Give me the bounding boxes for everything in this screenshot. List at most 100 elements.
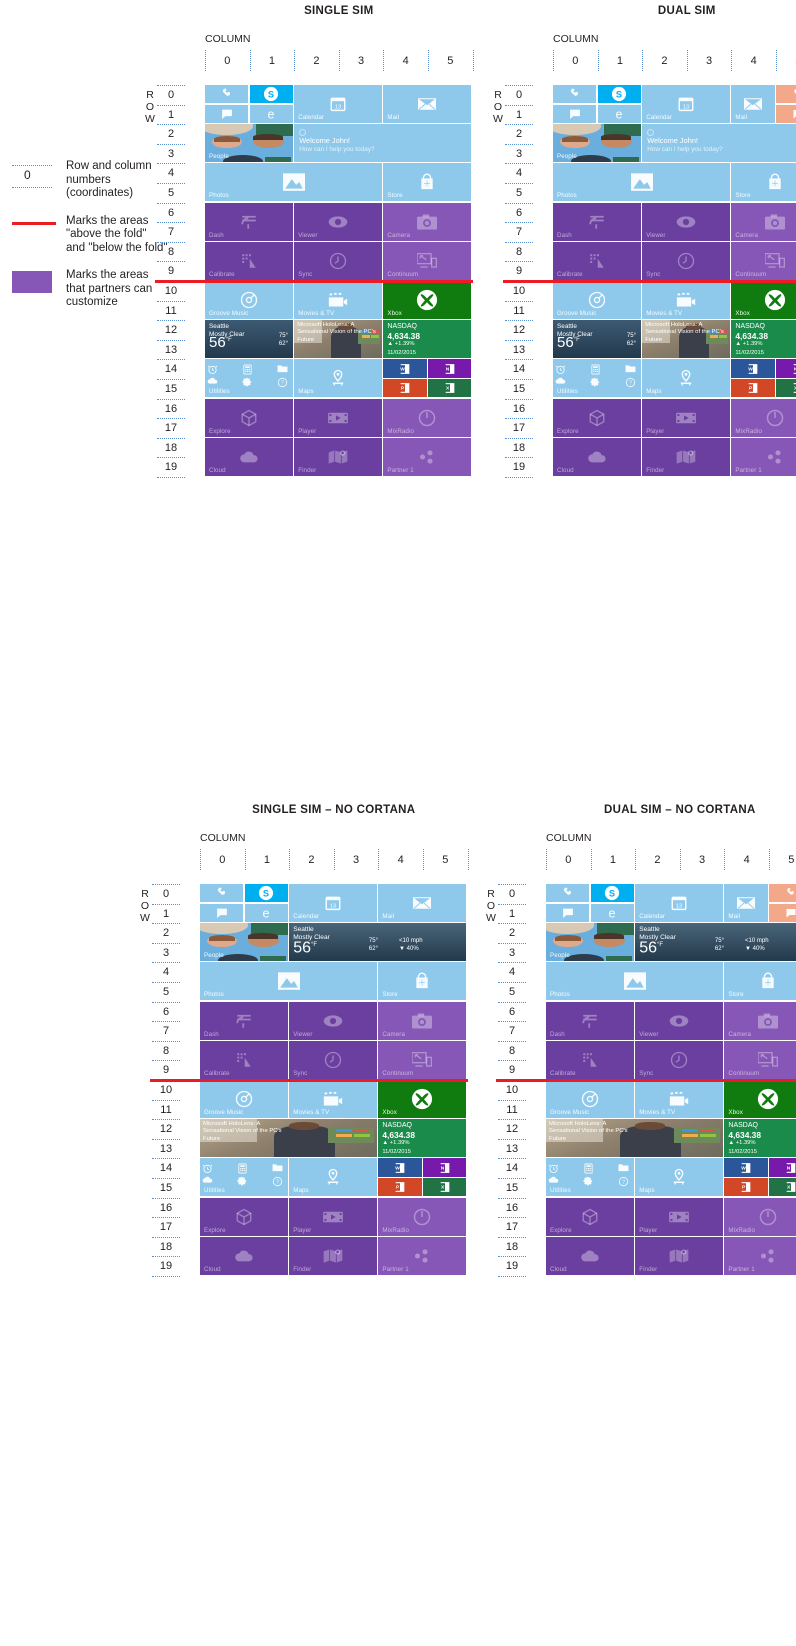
tile-explore[interactable]: Explore bbox=[553, 398, 641, 437]
tile-excel[interactable]: X bbox=[428, 379, 472, 398]
tile-people[interactable]: People bbox=[546, 923, 634, 962]
tile-phone[interactable] bbox=[200, 884, 244, 903]
tile-xbox[interactable]: Xbox bbox=[731, 281, 796, 319]
tile-groove[interactable]: Groove Music bbox=[553, 281, 641, 319]
tile-continuum[interactable]: Continuum bbox=[378, 1040, 467, 1079]
tile-partner[interactable]: Partner 1 bbox=[378, 1236, 467, 1275]
tile-sync[interactable]: Sync bbox=[294, 241, 383, 280]
tile-maps[interactable]: Maps bbox=[642, 359, 731, 398]
tile-maps[interactable]: Maps bbox=[289, 1158, 378, 1197]
tile-news[interactable]: Microsoft HoloLens: A Sensational Vision… bbox=[294, 320, 383, 359]
tile-cloud[interactable]: Cloud bbox=[205, 437, 293, 476]
tile-onenote[interactable]: N bbox=[423, 1158, 467, 1177]
tile-weather[interactable]: Seattle Mostly Clear 56°F 75° 62° bbox=[205, 320, 293, 359]
tile-groove[interactable]: Groove Music bbox=[200, 1080, 288, 1118]
tile-calendar[interactable]: 13 Calendar bbox=[289, 884, 378, 922]
tile-news[interactable]: Microsoft HoloLens: A Sensational Vision… bbox=[642, 320, 731, 359]
tile-mail[interactable]: Mail bbox=[383, 85, 472, 123]
tile-skype[interactable]: S bbox=[249, 85, 293, 104]
tile-messaging[interactable] bbox=[205, 104, 249, 123]
tile-viewer[interactable]: Viewer bbox=[294, 202, 383, 241]
tile-onenote[interactable]: N bbox=[776, 359, 796, 378]
tile-movies[interactable]: Movies & TV bbox=[642, 281, 731, 319]
tile-mixradio[interactable]: MixRadio bbox=[731, 398, 796, 437]
tile-cloud[interactable]: Cloud bbox=[553, 437, 641, 476]
tile-phone[interactable] bbox=[553, 85, 597, 104]
tile-xbox[interactable]: Xbox bbox=[724, 1080, 796, 1118]
tile-mixradio[interactable]: MixRadio bbox=[383, 398, 472, 437]
tile-money[interactable]: NASDAQ 4,634.38 ▲ +1.39% 11/02/2015 bbox=[383, 320, 472, 359]
tile-player[interactable]: Player bbox=[289, 1197, 378, 1236]
tile-money[interactable]: NASDAQ 4,634.38 ▲ +1.39% 11/02/2015 bbox=[724, 1119, 796, 1158]
tile-onenote[interactable]: N bbox=[428, 359, 472, 378]
tile-skype[interactable]: S bbox=[590, 884, 634, 903]
tile-messaging[interactable] bbox=[200, 903, 244, 922]
tile-excel[interactable]: X bbox=[769, 1178, 796, 1197]
tile-movies[interactable]: Movies & TV bbox=[635, 1080, 724, 1118]
tile-cloud[interactable]: Cloud bbox=[546, 1236, 634, 1275]
tile-movies[interactable]: Movies & TV bbox=[294, 281, 383, 319]
tile-news[interactable]: Microsoft HoloLens: A Sensational Vision… bbox=[546, 1119, 724, 1158]
tile-explore[interactable]: Explore bbox=[205, 398, 293, 437]
tile-ppt[interactable]: P bbox=[383, 379, 427, 398]
tile-money[interactable]: NASDAQ 4,634.38 ▲ +1.39% 11/02/2015 bbox=[731, 320, 796, 359]
tile-calendar[interactable]: 13 Calendar bbox=[294, 85, 383, 123]
tile-edge[interactable]: e bbox=[244, 903, 288, 922]
tile-messaging[interactable] bbox=[769, 903, 796, 922]
tile-dash[interactable]: Dash bbox=[546, 1001, 634, 1040]
tile-camera[interactable]: Camera bbox=[378, 1001, 467, 1040]
tile-money[interactable]: NASDAQ 4,634.38 ▲ +1.39% 11/02/2015 bbox=[378, 1119, 467, 1158]
tile-phone[interactable] bbox=[776, 85, 796, 104]
tile-phone[interactable] bbox=[546, 884, 590, 903]
tile-utilities[interactable]: ? Utilities bbox=[553, 359, 641, 398]
tile-continuum[interactable]: Continuum bbox=[724, 1040, 796, 1079]
tile-continuum[interactable]: Continuum bbox=[383, 241, 472, 280]
tile-people[interactable]: People bbox=[553, 124, 641, 163]
tile-mixradio[interactable]: MixRadio bbox=[724, 1197, 796, 1236]
tile-word[interactable]: W bbox=[378, 1158, 422, 1177]
tile-camera[interactable]: Camera bbox=[724, 1001, 796, 1040]
tile-finder[interactable]: Finder bbox=[642, 437, 731, 476]
tile-calibrate[interactable]: Calibrate bbox=[200, 1040, 288, 1079]
tile-photos[interactable]: Photos bbox=[200, 962, 378, 1001]
tile-word[interactable]: W bbox=[383, 359, 427, 378]
tile-people[interactable]: People bbox=[205, 124, 293, 163]
tile-photos[interactable]: Photos bbox=[553, 163, 731, 202]
tile-camera[interactable]: Camera bbox=[383, 202, 472, 241]
tile-phone[interactable] bbox=[205, 85, 249, 104]
tile-xbox[interactable]: Xbox bbox=[383, 281, 472, 319]
tile-excel[interactable]: X bbox=[423, 1178, 467, 1197]
tile-mixradio[interactable]: MixRadio bbox=[378, 1197, 467, 1236]
tile-calendar[interactable]: 13 Calendar bbox=[635, 884, 724, 922]
tile-calibrate[interactable]: Calibrate bbox=[553, 241, 641, 280]
tile-utilities[interactable]: ? Utilities bbox=[546, 1158, 634, 1197]
tile-dash[interactable]: Dash bbox=[200, 1001, 288, 1040]
tile-dash[interactable]: Dash bbox=[205, 202, 293, 241]
tile-calendar[interactable]: 13 Calendar bbox=[642, 85, 731, 123]
tile-mail[interactable]: Mail bbox=[724, 884, 768, 922]
tile-onenote[interactable]: N bbox=[769, 1158, 796, 1177]
tile-store[interactable]: Store bbox=[383, 163, 472, 202]
tile-viewer[interactable]: Viewer bbox=[635, 1001, 724, 1040]
tile-people[interactable]: People bbox=[200, 923, 288, 962]
tile-dash[interactable]: Dash bbox=[553, 202, 641, 241]
tile-viewer[interactable]: Viewer bbox=[289, 1001, 378, 1040]
tile-sync[interactable]: Sync bbox=[289, 1040, 378, 1079]
tile-ppt[interactable]: P bbox=[724, 1178, 768, 1197]
tile-finder[interactable]: Finder bbox=[289, 1236, 378, 1275]
tile-sync[interactable]: Sync bbox=[642, 241, 731, 280]
tile-news[interactable]: Microsoft HoloLens: A Sensational Vision… bbox=[200, 1119, 378, 1158]
tile-explore[interactable]: Explore bbox=[200, 1197, 288, 1236]
tile-weather[interactable]: Seattle Mostly Clear 56°F 75° 62° <10 mp… bbox=[635, 923, 796, 962]
tile-finder[interactable]: Finder bbox=[635, 1236, 724, 1275]
tile-cloud[interactable]: Cloud bbox=[200, 1236, 288, 1275]
tile-phone[interactable] bbox=[769, 884, 796, 903]
tile-xbox[interactable]: Xbox bbox=[378, 1080, 467, 1118]
tile-partner[interactable]: Partner 1 bbox=[731, 437, 796, 476]
tile-calibrate[interactable]: Calibrate bbox=[205, 241, 293, 280]
tile-movies[interactable]: Movies & TV bbox=[289, 1080, 378, 1118]
tile-partner[interactable]: Partner 1 bbox=[724, 1236, 796, 1275]
tile-word[interactable]: W bbox=[724, 1158, 768, 1177]
tile-calibrate[interactable]: Calibrate bbox=[546, 1040, 634, 1079]
tile-weather[interactable]: Seattle Mostly Clear 56°F 75° 62° <10 mp… bbox=[289, 923, 467, 962]
